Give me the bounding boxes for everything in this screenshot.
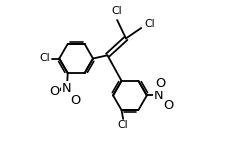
Text: Cl: Cl <box>118 120 128 130</box>
Text: Cl: Cl <box>39 53 50 63</box>
Text: O: O <box>71 94 81 107</box>
Text: N: N <box>62 82 72 95</box>
Text: O: O <box>155 77 166 90</box>
Text: N: N <box>154 89 164 102</box>
Text: O: O <box>49 85 59 98</box>
Text: O: O <box>163 99 174 112</box>
Text: Cl: Cl <box>111 6 122 16</box>
Text: Cl: Cl <box>145 19 155 29</box>
